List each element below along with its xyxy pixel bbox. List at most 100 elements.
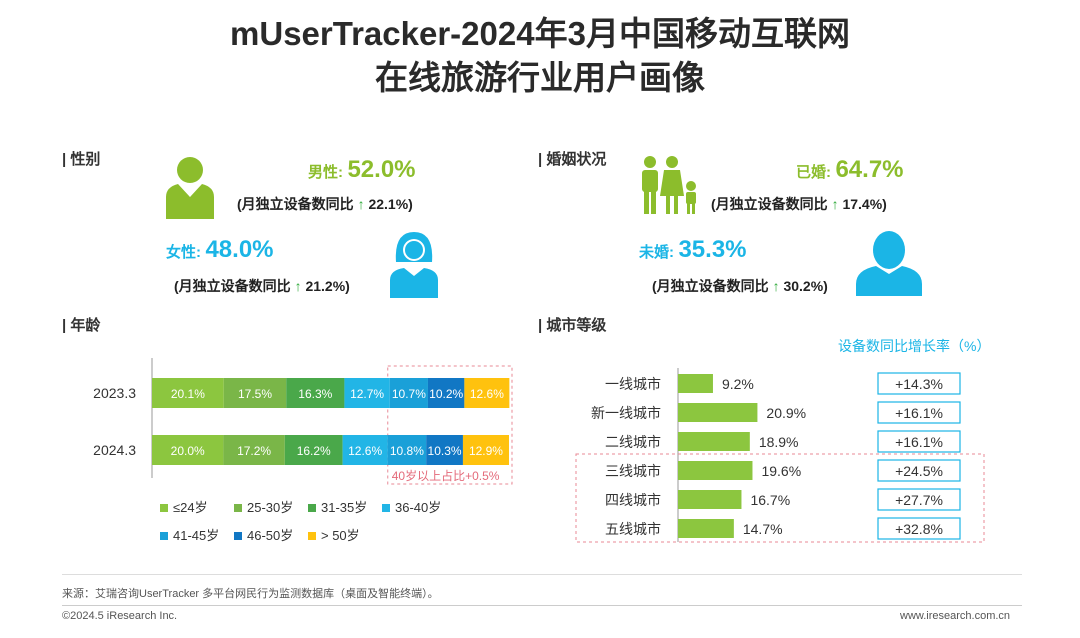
family-icon — [642, 156, 696, 214]
age-legend-label: ≤24岁 — [173, 500, 208, 515]
city-category-label: 五线城市 — [605, 521, 661, 537]
unmarried-growth: (月独立设备数同比 ↑ 30.2%) — [652, 276, 828, 296]
age-legend-swatch — [160, 532, 168, 540]
married-growth-value: 17.4%) — [842, 196, 887, 212]
city-bar-label: 9.2% — [722, 376, 754, 392]
unmarried-value: 35.3% — [678, 236, 747, 263]
age-bar-label: 12.9% — [469, 444, 503, 458]
city-growth-box — [877, 372, 961, 395]
city-growth-box — [877, 517, 961, 540]
married-label: 已婚: — [796, 164, 831, 181]
age-bar-label: 10.8% — [390, 444, 424, 458]
age-stacked-chart: 2023.3 20.1% 17.5% 16.3% 12.7% 10.7% 10.2% 12.6… — [93, 358, 513, 543]
age-legend-swatch — [308, 504, 316, 512]
age-legend-label: 31-35岁 — [321, 500, 367, 515]
single-user-icon — [856, 231, 922, 296]
city-growth-label: +16.1% — [895, 434, 943, 450]
page-subtitle: 在线旅游行业用户画像 — [375, 59, 705, 96]
age-legend-swatch — [308, 532, 316, 540]
city-bar — [678, 461, 753, 480]
female-value: 48.0% — [205, 236, 274, 263]
footer-divider — [62, 574, 1022, 575]
female-user-icon — [390, 232, 438, 298]
age-bar-segment — [223, 435, 285, 465]
age-bar-segment — [284, 435, 343, 465]
age-bar-segment — [223, 378, 287, 408]
city-category-label: 四线城市 — [605, 492, 661, 508]
city-highlight-box — [575, 453, 985, 543]
female-stat: 女性: 48.0% — [166, 236, 274, 264]
married-growth: (月独立设备数同比 ↑ 17.4%) — [711, 194, 887, 214]
website-link[interactable]: www.iresearch.com.cn — [900, 610, 1011, 622]
city-growth-label: +14.3% — [895, 376, 943, 392]
city-bar — [678, 432, 750, 451]
up-arrow-icon: ↑ — [772, 278, 780, 294]
age-legend-label: 25-30岁 — [247, 500, 293, 515]
age-category-label: 2023.3 — [93, 385, 136, 401]
copyright: ©2024.5 iResearch Inc. — [62, 610, 178, 622]
age-bar-segment — [286, 378, 345, 408]
city-category-label: 三线城市 — [605, 463, 661, 479]
age-bar-label: 12.6% — [348, 444, 382, 458]
city-growth-box — [877, 488, 961, 511]
age-bar-segment — [152, 435, 224, 465]
age-legend-label: 46-50岁 — [247, 528, 293, 543]
age-bar-label: 12.6% — [470, 387, 504, 401]
city-bar — [678, 374, 713, 393]
city-growth-label: +24.5% — [895, 463, 943, 479]
city-bar-label: 18.9% — [759, 434, 799, 450]
up-arrow-icon: ↑ — [357, 196, 365, 212]
city-bar-label: 14.7% — [743, 521, 783, 537]
age-legend-label: > 50岁 — [321, 528, 360, 543]
age-bar-segment — [342, 435, 388, 465]
unmarried-growth-value: 30.2%) — [783, 278, 828, 294]
up-arrow-icon: ↑ — [294, 278, 302, 294]
source-note: 来源：艾瑞咨询UserTracker 多平台网民行为监测数据库（桌面及智能终端）… — [62, 588, 439, 600]
married-value: 64.7% — [835, 156, 904, 183]
age-bar-label: 16.3% — [298, 387, 332, 401]
age-legend-swatch — [234, 532, 242, 540]
city-bar-label: 16.7% — [750, 492, 790, 508]
age-bar-segment — [389, 378, 428, 408]
male-growth-value: 22.1%) — [368, 196, 413, 212]
city-bar-label: 19.6% — [761, 463, 801, 479]
up-arrow-icon: ↑ — [831, 196, 839, 212]
age-bar-label: 20.0% — [171, 444, 205, 458]
male-value: 52.0% — [347, 156, 416, 183]
male-growth-prefix: (月独立设备数同比 — [237, 196, 358, 212]
age-bar-label: 17.5% — [238, 387, 272, 401]
female-growth-prefix: (月独立设备数同比 — [174, 278, 295, 294]
unmarried-label: 未婚: — [639, 244, 674, 261]
age-legend-swatch — [382, 504, 390, 512]
age-annotation: 40岁以上占比+0.5% — [392, 468, 500, 483]
gender-section-label: | 性别 — [62, 151, 101, 168]
male-growth: (月独立设备数同比 ↑ 22.1%) — [237, 194, 413, 214]
city-growth-header: 设备数同比增长率（%） — [838, 338, 991, 354]
age-bar-segment — [387, 435, 427, 465]
age-legend-label: 41-45岁 — [173, 528, 219, 543]
age-bar-label: 12.7% — [350, 387, 384, 401]
age-bar-segment — [464, 378, 510, 408]
age-legend-swatch — [160, 504, 168, 512]
female-growth-value: 21.2%) — [305, 278, 350, 294]
marriage-section-label: | 婚姻状况 — [538, 151, 607, 168]
city-bar — [678, 490, 742, 509]
age-bar-segment — [427, 378, 465, 408]
city-category-label: 二线城市 — [605, 434, 661, 450]
unmarried-growth-prefix: (月独立设备数同比 — [652, 278, 773, 294]
married-stat: 已婚: 64.7% — [796, 156, 904, 184]
city-growth-box — [877, 401, 961, 424]
age-category-label: 2024.3 — [93, 442, 136, 458]
age-bar-label: 10.3% — [428, 444, 462, 458]
city-growth-box — [877, 459, 961, 482]
city-growth-label: +32.8% — [895, 521, 943, 537]
age-bar-segment — [426, 435, 463, 465]
city-bar-label: 20.9% — [766, 405, 806, 421]
city-section-label: | 城市等级 — [538, 317, 607, 334]
female-growth: (月独立设备数同比 ↑ 21.2%) — [174, 276, 350, 296]
age-section-label: | 年龄 — [62, 317, 101, 334]
married-growth-prefix: (月独立设备数同比 — [711, 196, 832, 212]
age-highlight-box — [387, 365, 513, 485]
city-growth-box — [877, 430, 961, 453]
city-bar — [678, 519, 734, 538]
